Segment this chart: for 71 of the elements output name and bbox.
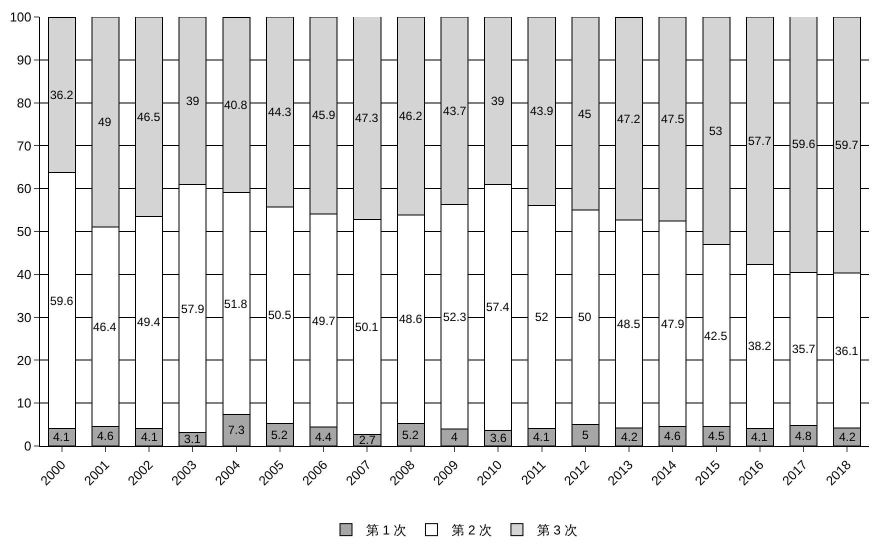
data-label: 59.6 [50,294,74,308]
data-label: 4.5 [708,429,726,443]
data-label: 39 [186,94,200,108]
data-label: 48.5 [617,317,641,331]
data-label: 47.5 [661,112,685,126]
data-label: 2.7 [359,433,376,447]
data-label: 4.1 [751,430,768,444]
y-tick-label: 80 [16,95,32,110]
data-label: 49.4 [137,315,161,329]
data-label: 5.2 [402,428,420,442]
data-label: 46.5 [137,110,161,124]
data-label: 4.6 [97,429,114,443]
data-label: 4.6 [664,429,682,443]
data-label: 4.1 [533,430,550,444]
y-tick-label: 70 [16,138,32,154]
data-label: 4.2 [621,430,638,444]
y-tick-label: 30 [16,310,32,325]
data-label: 49.7 [312,314,336,328]
data-label: 3.6 [490,431,508,445]
y-tick-label: 10 [16,396,32,411]
data-label: 4.8 [795,429,812,443]
data-label: 57.7 [748,134,772,148]
y-tick-label: 20 [16,352,32,368]
data-label: 46.2 [399,109,423,123]
data-label: 4 [451,430,458,444]
data-label: 47.3 [355,111,379,125]
y-tick-label: 90 [16,52,32,68]
data-label: 59.7 [835,138,859,152]
data-label: 50 [578,310,592,324]
data-label: 3.1 [184,432,202,446]
data-label: 45.9 [312,108,336,122]
data-label: 52 [535,310,549,324]
data-label: 59.6 [792,137,816,151]
data-label: 46.4 [93,320,117,334]
data-label: 36.2 [50,88,74,102]
data-label: 51.8 [224,297,248,311]
data-label: 57.4 [486,300,510,314]
y-tick-label: 100 [10,10,32,25]
legend-label: 第 2 次 [451,522,492,538]
data-label: 42.5 [704,329,728,343]
data-label: 4.4 [315,430,332,444]
y-tick-label: 60 [16,181,32,196]
y-tick-label: 40 [16,266,32,282]
data-label: 4.1 [53,430,70,444]
legend-label: 第 3 次 [536,522,578,538]
data-label: 43.7 [443,104,467,118]
data-label: 5 [582,428,589,442]
data-label: 50.5 [268,308,292,322]
data-label: 44.3 [268,105,292,119]
data-label: 45 [578,107,592,121]
data-label: 47.2 [617,112,641,126]
data-label: 52.3 [443,310,467,324]
data-label: 49 [98,115,112,129]
data-label: 7.3 [228,423,246,437]
data-label: 50.1 [355,320,379,334]
data-label: 38.2 [748,339,772,353]
data-label: 57.9 [181,302,205,316]
data-label: 5.2 [271,428,288,442]
data-label: 48.6 [399,312,423,326]
legend-label: 第 1 次 [366,522,406,538]
data-label: 47.9 [661,317,685,331]
data-label: 4.2 [839,430,856,444]
y-tick-label: 50 [16,224,32,240]
data-label: 40.8 [224,98,248,112]
data-label: 43.9 [530,104,554,118]
y-tick-label: 0 [24,438,32,454]
data-label: 53 [709,124,723,138]
data-label: 39 [491,94,505,108]
data-label: 35.7 [792,342,816,356]
data-label: 4.1 [141,430,158,444]
data-label: 36.1 [835,344,859,358]
